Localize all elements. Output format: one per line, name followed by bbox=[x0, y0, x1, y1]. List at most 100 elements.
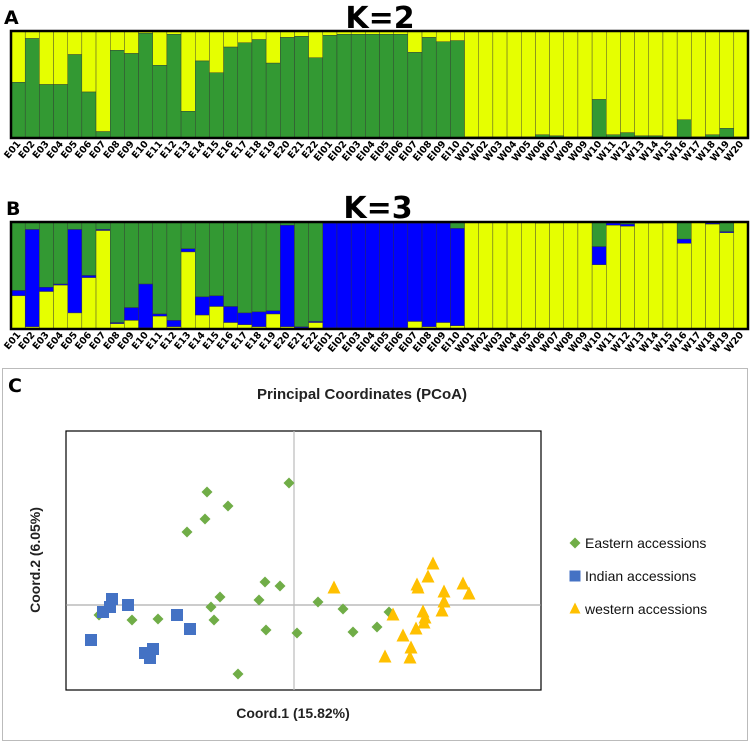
bar-segment-cluster-blue bbox=[620, 223, 635, 227]
bar-segment-cluster-green bbox=[152, 65, 168, 139]
bar-segment-cluster-yellow bbox=[620, 30, 635, 133]
x-axis-label: Coord.1 (15.82%) bbox=[236, 705, 350, 721]
bar-segment-cluster-green bbox=[39, 221, 54, 288]
point-eastern bbox=[312, 596, 324, 608]
bar-segment-cluster-yellow bbox=[237, 30, 253, 43]
bar-segment-cluster-green bbox=[24, 38, 40, 139]
point-indian bbox=[171, 609, 183, 621]
bar-segment-cluster-green bbox=[110, 221, 125, 323]
panel-label-b: B bbox=[6, 198, 20, 220]
bar-segment-cluster-yellow bbox=[124, 320, 139, 330]
bar-segment-cluster-green bbox=[676, 221, 692, 240]
point-eastern bbox=[201, 486, 213, 498]
bar-segment-cluster-blue bbox=[435, 222, 451, 323]
point-western bbox=[378, 649, 392, 663]
bar-segment-cluster-green bbox=[195, 60, 210, 139]
point-western bbox=[386, 607, 400, 621]
bar-segment-cluster-green bbox=[166, 221, 182, 321]
panel-label-c: C bbox=[8, 375, 22, 397]
bar-segment-cluster-yellow bbox=[39, 291, 54, 330]
bar-segment-cluster-blue bbox=[350, 222, 366, 329]
bar-segment-cluster-yellow bbox=[180, 251, 196, 330]
bar-segment-cluster-green bbox=[322, 35, 338, 139]
point-western bbox=[462, 586, 476, 600]
bar-segment-cluster-green bbox=[719, 128, 735, 139]
y-axis-label: Coord.2 (6.05%) bbox=[27, 507, 43, 613]
bar-segment-cluster-yellow bbox=[620, 226, 635, 330]
bar-segment-cluster-blue bbox=[67, 229, 83, 314]
bar-segment-cluster-yellow bbox=[506, 30, 522, 138]
bar-segment-cluster-green bbox=[265, 62, 281, 139]
bar-segment-cluster-yellow bbox=[733, 30, 749, 138]
bar-segment-cluster-green bbox=[10, 82, 26, 139]
bar-segment-cluster-green bbox=[421, 37, 437, 139]
pcoa-scatter bbox=[66, 431, 541, 690]
bar-segment-cluster-green bbox=[124, 221, 139, 308]
point-eastern bbox=[214, 591, 226, 603]
bar-segment-cluster-green bbox=[237, 42, 253, 139]
bar-segment-cluster-green bbox=[435, 41, 451, 139]
bar-segment-cluster-green bbox=[265, 221, 281, 312]
bar-segment-cluster-blue bbox=[180, 248, 196, 253]
bar-segment-cluster-green bbox=[10, 221, 26, 291]
point-indian bbox=[85, 634, 97, 646]
bar-segment-cluster-yellow bbox=[110, 30, 125, 51]
bar-segment-cluster-yellow bbox=[450, 30, 465, 41]
bar-segment-cluster-green bbox=[294, 221, 309, 328]
bar-segment-cluster-green bbox=[450, 40, 465, 139]
bar-segment-cluster-yellow bbox=[676, 30, 692, 121]
point-eastern bbox=[199, 513, 211, 525]
point-western bbox=[435, 603, 449, 617]
point-western bbox=[421, 569, 435, 583]
bar-segment-cluster-blue bbox=[322, 222, 338, 329]
bar-segment-cluster-yellow bbox=[563, 30, 579, 138]
point-eastern bbox=[232, 668, 244, 680]
bar-segment-cluster-blue bbox=[676, 238, 692, 244]
bar-segment-cluster-yellow bbox=[535, 30, 550, 135]
bar-segment-cluster-green bbox=[81, 91, 97, 139]
bar-segment-cluster-blue bbox=[450, 228, 465, 326]
bar-segment-cluster-green bbox=[67, 54, 83, 139]
bar-segment-cluster-yellow bbox=[662, 221, 678, 330]
bar-segment-cluster-green bbox=[195, 221, 210, 298]
bar-segment-cluster-yellow bbox=[95, 30, 111, 132]
point-eastern bbox=[283, 477, 295, 489]
bar-segment-cluster-blue bbox=[251, 311, 267, 328]
plot-frame bbox=[9, 29, 750, 140]
bar-segment-cluster-green bbox=[308, 221, 324, 322]
bar-segment-cluster-yellow bbox=[464, 30, 479, 138]
bar-segment-cluster-green bbox=[152, 221, 168, 315]
bar-segment-cluster-blue bbox=[421, 222, 437, 328]
legend: Eastern accessions Indian accessions weste… bbox=[569, 535, 707, 617]
bar-segment-cluster-blue bbox=[24, 229, 40, 328]
bar-segment-cluster-blue bbox=[81, 275, 97, 278]
bar-segment-cluster-green bbox=[676, 119, 692, 139]
bar-segment-cluster-yellow bbox=[180, 30, 196, 112]
bar-segment-cluster-yellow bbox=[535, 222, 550, 330]
bar-segment-cluster-yellow bbox=[152, 315, 168, 330]
bar-segment-cluster-green bbox=[166, 34, 182, 139]
bar-segment-cluster-green bbox=[53, 84, 68, 139]
point-eastern bbox=[205, 601, 217, 613]
point-eastern bbox=[291, 627, 303, 639]
bar-segment-cluster-yellow bbox=[265, 30, 281, 64]
bar-segment-cluster-green bbox=[365, 34, 380, 139]
point-eastern bbox=[181, 526, 193, 538]
bar-segment-cluster-yellow bbox=[648, 30, 664, 137]
bar-segment-cluster-yellow bbox=[223, 30, 238, 48]
point-indian bbox=[144, 652, 156, 664]
bar-segment-cluster-blue bbox=[124, 307, 139, 321]
bar-segment-cluster-yellow bbox=[478, 221, 494, 330]
bar-segment-cluster-yellow bbox=[195, 30, 210, 62]
bar-segment-cluster-green bbox=[223, 221, 238, 307]
point-eastern bbox=[222, 500, 234, 512]
plot-frame bbox=[9, 220, 750, 331]
bar-segment-cluster-green bbox=[237, 221, 253, 314]
bar-segment-cluster-green bbox=[180, 111, 196, 139]
bar-segment-cluster-blue bbox=[195, 296, 210, 316]
bar-segment-cluster-green bbox=[81, 221, 97, 276]
point-western bbox=[411, 580, 425, 594]
bar-segment-cluster-yellow bbox=[478, 30, 494, 138]
bar-segment-cluster-green bbox=[223, 46, 238, 139]
